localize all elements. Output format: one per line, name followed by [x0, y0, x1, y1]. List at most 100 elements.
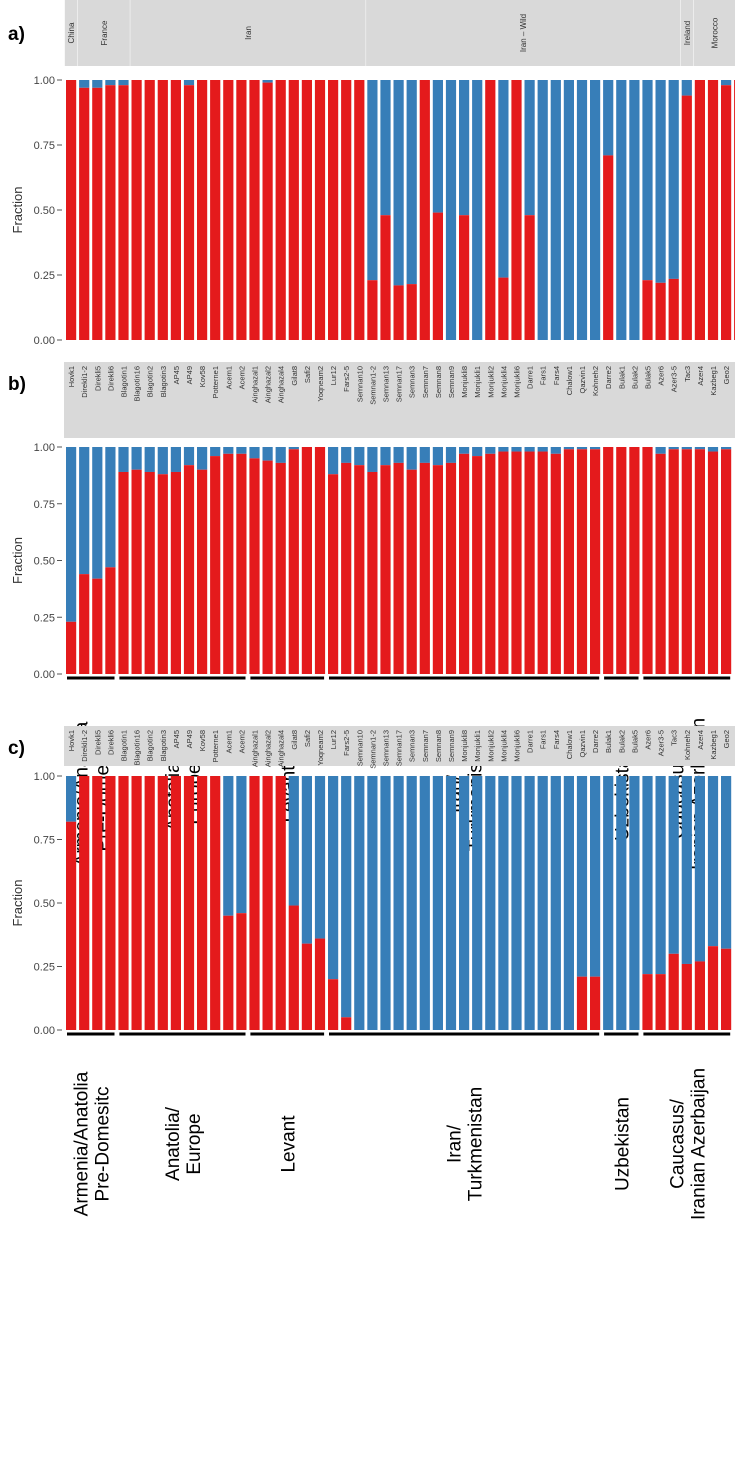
y-tick-label: 0.25 — [34, 270, 55, 282]
bar-red-segment — [301, 447, 312, 674]
sample-label: Acem1 — [224, 730, 233, 753]
sample-label: Semnan3 — [408, 730, 417, 762]
bar-blue-segment — [603, 80, 614, 156]
bar-red-segment — [301, 80, 312, 340]
bar-red-segment — [249, 776, 260, 1030]
sample-label: Semnan7 — [421, 366, 430, 398]
bar-blue-segment — [314, 776, 326, 939]
region-label: Turkmenistan — [466, 1087, 487, 1201]
panel-label: c) — [8, 738, 25, 759]
sample-label: Semnan3 — [408, 366, 417, 398]
bar-red-segment — [590, 976, 601, 1030]
sample-label: Lur12 — [329, 366, 338, 385]
sample-label: Monjukli8 — [460, 730, 469, 762]
bar-red-segment — [642, 280, 653, 340]
bar-blue-segment — [498, 447, 509, 452]
facet-strip-label: Ireland — [683, 21, 692, 45]
bar-red-segment — [707, 80, 719, 340]
bar-red-segment — [183, 85, 195, 340]
bar-red-segment — [197, 469, 208, 674]
bar-red-segment — [668, 278, 679, 340]
sample-label: Tac3 — [670, 730, 679, 746]
sample-label: Azer4 — [696, 730, 705, 750]
bar-blue-segment — [380, 80, 391, 216]
sample-label: Blagotin2 — [146, 366, 155, 397]
bar-red-segment — [79, 87, 90, 340]
bar-blue-segment — [393, 447, 404, 463]
bar-red-segment — [105, 85, 116, 340]
bar-red-segment — [655, 453, 666, 674]
bar-red-segment — [590, 449, 601, 674]
bar-blue-segment — [629, 80, 640, 340]
bar-red-segment — [92, 776, 103, 1030]
bar-blue-segment — [524, 80, 535, 216]
bar-blue-segment — [721, 776, 732, 949]
sample-label: Direkli5 — [93, 366, 102, 391]
sample-label: Fars4 — [552, 366, 561, 385]
bar-blue-segment — [721, 80, 732, 86]
y-tick-label: 0.50 — [34, 898, 55, 910]
bar-red-segment — [262, 82, 273, 340]
sample-label: Fars2-5 — [342, 730, 351, 756]
facet-strip — [693, 0, 735, 66]
bar-blue-segment — [498, 776, 509, 1030]
sample-label: Semnan8 — [434, 366, 443, 398]
bar-red-segment — [603, 155, 614, 340]
bar-red-segment — [223, 915, 234, 1030]
bar-blue-segment — [668, 447, 679, 450]
sample-label: Bulak2 — [630, 366, 639, 389]
bar-blue-segment — [537, 80, 548, 340]
bar-red-segment — [314, 447, 326, 674]
sample-label: Darre1 — [526, 730, 535, 753]
bar-blue-segment — [445, 447, 457, 463]
bar-red-segment — [721, 85, 732, 340]
bar-blue-segment — [419, 447, 430, 463]
bar-blue-segment — [459, 80, 470, 216]
sample-label: Ainghazal4 — [277, 366, 286, 403]
sample-label: Azer6 — [644, 730, 653, 750]
bar-red-segment — [249, 80, 260, 340]
sample-label: AP49 — [185, 366, 194, 384]
bar-blue-segment — [550, 80, 561, 340]
bar-red-segment — [419, 80, 430, 340]
bar-red-segment — [642, 447, 653, 674]
bar-blue-segment — [131, 447, 142, 470]
bar-blue-segment — [118, 80, 129, 86]
bar-blue-segment — [157, 447, 168, 475]
sample-label: Chalow1 — [565, 366, 574, 395]
bar-blue-segment — [406, 80, 417, 285]
bar-blue-segment — [197, 447, 208, 470]
bar-blue-segment — [485, 447, 496, 454]
region-label: Caucasus/ — [667, 1098, 688, 1188]
bar-red-segment — [511, 80, 522, 340]
bar-blue-segment — [236, 776, 247, 914]
sample-label: Azer3-5 — [657, 730, 666, 756]
bar-blue-segment — [629, 776, 640, 1030]
bar-blue-segment — [301, 776, 312, 944]
bar-blue-segment — [550, 447, 561, 454]
bar-red-segment — [576, 976, 588, 1030]
sample-label: AP49 — [185, 730, 194, 748]
bar-blue-segment — [262, 80, 273, 83]
bar-blue-segment — [707, 776, 719, 947]
sample-label: Monjukli6 — [513, 730, 522, 762]
bar-blue-segment — [354, 776, 365, 1030]
y-tick-label: 0.00 — [34, 669, 55, 681]
bar-blue-segment — [367, 80, 378, 281]
sample-label: Kazbeg1 — [709, 366, 718, 396]
bar-blue-segment — [105, 447, 116, 568]
region-label: Pre-Domesitc — [92, 1086, 113, 1201]
bar-red-segment — [328, 979, 339, 1030]
bar-red-segment — [432, 212, 443, 340]
sample-label: Blagotin3 — [159, 730, 168, 761]
sample-label: Semnan13 — [382, 730, 391, 766]
bar-red-segment — [393, 285, 404, 340]
sample-label: Kov58 — [198, 366, 207, 387]
sample-label: Azer4 — [696, 366, 705, 386]
bar-blue-segment — [681, 776, 692, 964]
bar-red-segment — [694, 961, 705, 1030]
sample-label: Monjukli2 — [486, 366, 495, 398]
bar-red-segment — [210, 456, 221, 674]
bar-red-segment — [707, 946, 719, 1030]
sample-label: Ainghazal1 — [251, 366, 260, 403]
